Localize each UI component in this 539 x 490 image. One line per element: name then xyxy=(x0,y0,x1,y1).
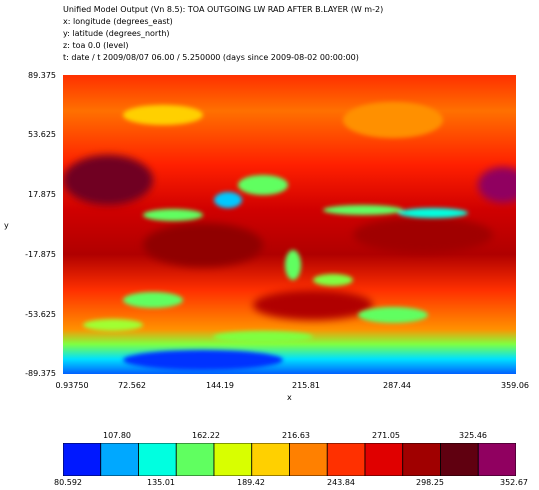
y-tick-label: 17.875 xyxy=(28,190,56,199)
warm-regions xyxy=(63,155,516,320)
colorbar-level-label: 325.46 xyxy=(459,431,487,440)
colorbar-segment xyxy=(175,443,215,476)
colorbar-level-label: 271.05 xyxy=(372,431,400,440)
heatmap-plot xyxy=(63,75,516,374)
colorbar-level-label: 162.22 xyxy=(192,431,220,440)
colorbar xyxy=(63,443,516,476)
y-tick-label: -17.875 xyxy=(25,250,56,259)
x-tick-label: 72.562 xyxy=(118,381,146,390)
colorbar-segment xyxy=(138,443,177,476)
colorbar-level-label: 107.80 xyxy=(103,431,131,440)
x-axis-label: x xyxy=(287,393,292,402)
colorbar-segment xyxy=(100,443,139,476)
colorbar-level-label: 352.67 xyxy=(500,478,528,487)
colorbar-level-label: 189.42 xyxy=(237,478,265,487)
cold-cloud-regions xyxy=(83,102,468,370)
z-level-description: z: toa 0.0 (level) xyxy=(63,41,129,50)
colorbar-level-label: 80.592 xyxy=(54,478,82,487)
x-axis-description: x: longitude (degrees_east) xyxy=(63,17,173,26)
y-tick-label: 53.625 xyxy=(28,130,56,139)
y-tick-label: 89.375 xyxy=(28,71,56,80)
colorbar-segment xyxy=(326,443,366,476)
x-tick-label: 0.93750 xyxy=(55,381,89,390)
colorbar-segment xyxy=(440,443,479,476)
x-tick-label: 144.19 xyxy=(206,381,234,390)
colorbar-segment xyxy=(213,443,253,476)
colorbar-segment xyxy=(402,443,441,476)
colorbar-segment xyxy=(477,443,516,476)
x-tick-label: 215.81 xyxy=(292,381,320,390)
colorbar-segment xyxy=(364,443,404,476)
colorbar-level-label: 243.84 xyxy=(327,478,355,487)
colorbar-level-label: 298.25 xyxy=(416,478,444,487)
y-tick-label: -53.625 xyxy=(25,310,56,319)
x-tick-label: 359.06 xyxy=(501,381,529,390)
colorbar-level-label: 135.01 xyxy=(147,478,175,487)
time-description: t: date / t 2009/08/07 06.00 / 5.250000 … xyxy=(63,53,359,62)
chart-title: Unified Model Output (Vn 8.5): TOA OUTGO… xyxy=(63,5,384,14)
y-axis-description: y: latitude (degrees_north) xyxy=(63,29,170,38)
colorbar-segment xyxy=(63,443,102,476)
y-tick-label: -89.375 xyxy=(25,369,56,378)
x-tick-label: 287.44 xyxy=(383,381,411,390)
colorbar-level-label: 216.63 xyxy=(282,431,310,440)
y-axis-label: y xyxy=(4,221,9,230)
colorbar-segment xyxy=(251,443,290,476)
colorbar-segment xyxy=(289,443,328,476)
